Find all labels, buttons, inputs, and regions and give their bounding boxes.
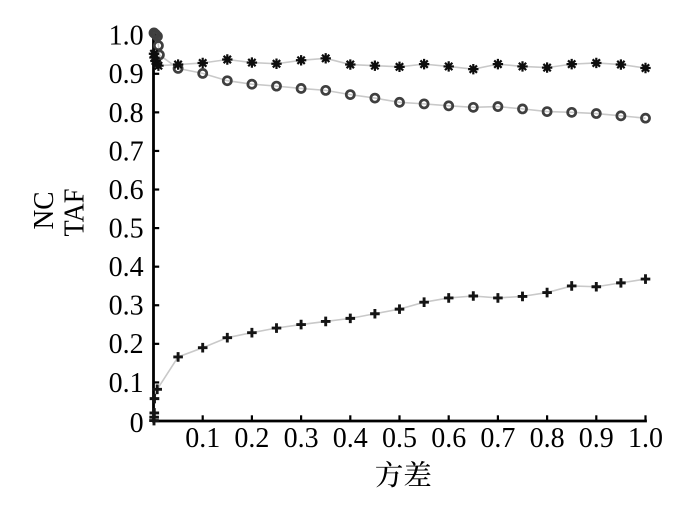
svg-text:0.1: 0.1 bbox=[185, 423, 220, 454]
svg-text:0.3: 0.3 bbox=[109, 291, 144, 322]
svg-text:NC: NC bbox=[29, 192, 60, 230]
svg-text:1.0: 1.0 bbox=[628, 423, 663, 454]
svg-text:0.7: 0.7 bbox=[480, 423, 515, 454]
svg-text:0.4: 0.4 bbox=[333, 423, 368, 454]
svg-text:0.6: 0.6 bbox=[431, 423, 466, 454]
svg-text:0.8: 0.8 bbox=[109, 98, 144, 129]
svg-text:0.1: 0.1 bbox=[109, 368, 144, 399]
svg-text:1.0: 1.0 bbox=[109, 21, 144, 52]
svg-text:0.6: 0.6 bbox=[109, 175, 144, 206]
svg-text:0.9: 0.9 bbox=[109, 59, 144, 90]
svg-text:0.5: 0.5 bbox=[382, 423, 417, 454]
svg-text:0.2: 0.2 bbox=[109, 329, 144, 360]
svg-text:0.8: 0.8 bbox=[530, 423, 565, 454]
svg-text:0.5: 0.5 bbox=[109, 214, 144, 245]
svg-text:0: 0 bbox=[130, 408, 144, 439]
svg-text:0.2: 0.2 bbox=[234, 423, 269, 454]
svg-text:TAF: TAF bbox=[60, 189, 91, 237]
svg-text:0.3: 0.3 bbox=[284, 423, 319, 454]
svg-text:0.9: 0.9 bbox=[579, 423, 614, 454]
svg-text:0.4: 0.4 bbox=[109, 252, 144, 283]
svg-text:0.7: 0.7 bbox=[109, 136, 144, 167]
